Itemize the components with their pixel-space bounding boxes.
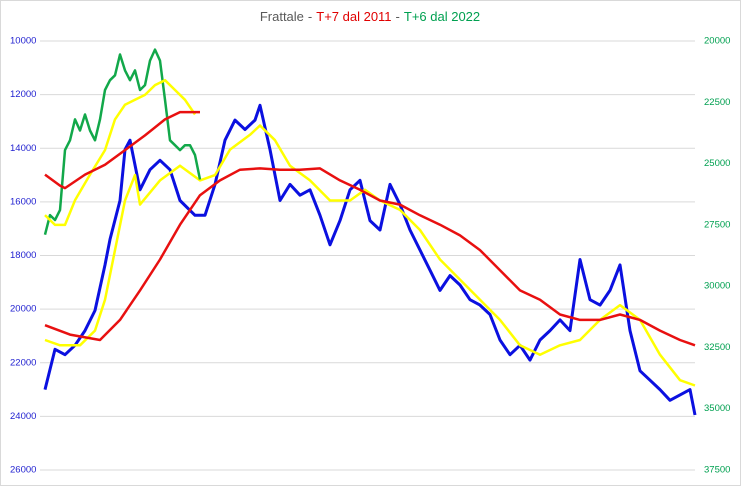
title-part: T+6 dal 2022 — [404, 9, 480, 24]
y-tick-label: 20000 — [10, 304, 36, 315]
y-tick-label: 16000 — [10, 196, 36, 207]
y-tick-label: 26000 — [10, 465, 36, 476]
title-part: - — [396, 9, 400, 24]
y2-tick-label: 30000 — [704, 281, 730, 292]
y-tick-label: 24000 — [10, 411, 36, 422]
series-line — [44, 78, 197, 227]
y2-tick-label: 22500 — [704, 97, 730, 108]
y-tick-label: 14000 — [10, 143, 36, 154]
y-tick-label: 18000 — [10, 250, 36, 261]
y2-tick-label: 20000 — [704, 36, 730, 47]
series-line — [44, 167, 696, 347]
series-line — [44, 124, 696, 387]
y2-tick-label: 25000 — [704, 158, 730, 169]
chart-title: Frattale - T+7 dal 2011- T+6 dal 2022 — [260, 9, 480, 24]
series-line — [43, 48, 202, 236]
y2-tick-label: 35000 — [704, 403, 730, 414]
y-tick-label: 10000 — [10, 36, 36, 47]
y2-tick-label: 37500 — [704, 465, 730, 476]
title-part: - — [308, 9, 312, 24]
y2-tick-label: 32500 — [704, 342, 730, 353]
y2-tick-label: 27500 — [704, 219, 730, 230]
y-tick-label: 22000 — [10, 357, 36, 368]
y-tick-label: 12000 — [10, 89, 36, 100]
title-part: Frattale — [260, 9, 304, 24]
series-line — [44, 110, 200, 190]
series-line — [43, 103, 697, 416]
title-part: T+7 dal 2011 — [316, 9, 391, 24]
